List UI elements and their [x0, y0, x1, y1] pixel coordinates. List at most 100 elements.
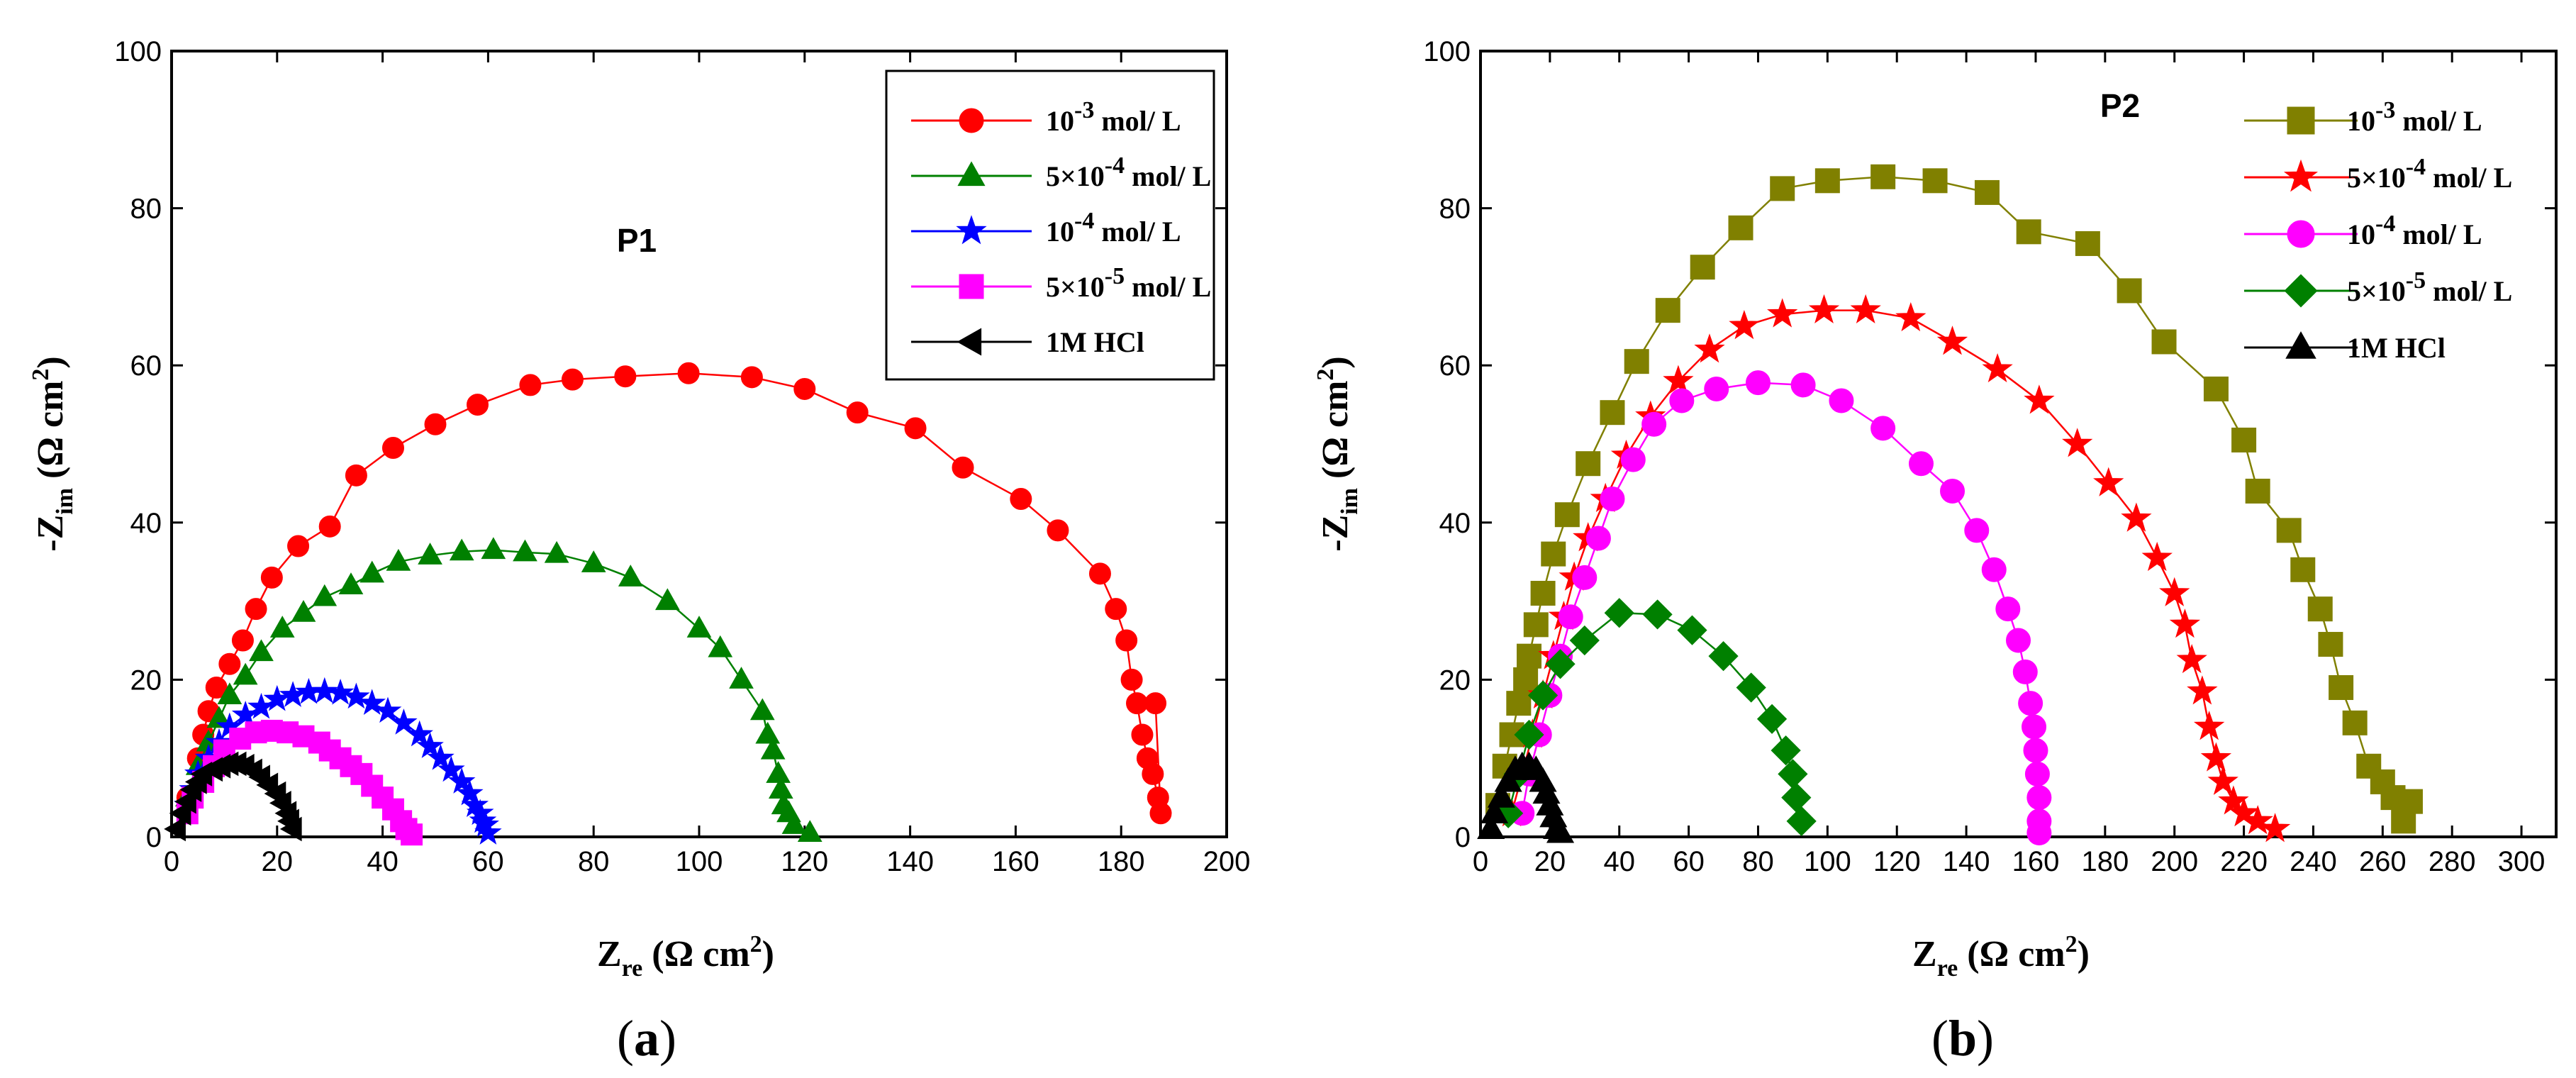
data-point	[2159, 577, 2190, 606]
data-point	[1120, 668, 1143, 691]
data-point	[279, 816, 302, 842]
data-point	[1677, 615, 1707, 645]
data-point	[249, 639, 274, 662]
data-point	[2151, 329, 2177, 355]
data-point	[513, 539, 537, 562]
x-tick-label: 140	[1943, 846, 1990, 877]
data-point	[1585, 526, 1611, 551]
x-tick-label: 20	[262, 846, 294, 877]
data-point	[260, 566, 283, 589]
data-point	[1729, 309, 1760, 340]
x-tick-label: 60	[1673, 846, 1705, 877]
legend-label: 1M HCl	[2347, 332, 2446, 364]
series-2	[1510, 370, 2052, 845]
data-point	[390, 709, 418, 735]
legend-label: 10-4 mol/ L	[1046, 208, 1181, 248]
x-tick-label: 180	[2081, 846, 2129, 877]
series-3	[1493, 598, 1817, 836]
data-point	[1790, 372, 1816, 398]
data-point	[1870, 164, 1896, 189]
data-point	[793, 377, 816, 400]
data-point	[2024, 384, 2055, 414]
y-tick-label: 60	[1439, 350, 1471, 382]
data-point	[418, 543, 442, 565]
data-point	[1771, 735, 1801, 766]
y-axis-label: -Zim (Ω cm2)	[28, 356, 78, 551]
legend-marker	[959, 274, 984, 299]
data-point	[1600, 400, 1625, 426]
data-point	[846, 401, 869, 424]
legend-label: 10-3 mol/ L	[1046, 97, 1181, 137]
data-point	[1477, 814, 1505, 840]
panel-caption: (b)	[1931, 1010, 1994, 1067]
data-point	[1624, 349, 1649, 374]
legend-marker	[957, 161, 986, 187]
data-point	[374, 696, 402, 723]
y-tick-label: 20	[1439, 665, 1471, 696]
data-point	[2187, 675, 2218, 705]
data-point	[1728, 215, 1753, 240]
data-point	[386, 548, 411, 571]
data-point	[740, 366, 763, 389]
data-point	[2276, 518, 2302, 543]
data-point	[2228, 796, 2260, 827]
x-tick-label: 40	[367, 846, 398, 877]
data-point	[1600, 487, 1625, 512]
data-point	[233, 662, 258, 685]
data-point	[1487, 783, 1515, 808]
legend-marker	[956, 215, 987, 245]
x-tick-label: 280	[2429, 846, 2476, 877]
y-tick-label: 80	[130, 194, 162, 225]
legend-label: 10-4 mol/ L	[2347, 211, 2482, 250]
data-point	[2169, 609, 2201, 638]
data-point	[519, 374, 542, 396]
data-point	[2207, 765, 2238, 795]
data-point	[231, 629, 254, 652]
data-point	[2117, 278, 2142, 304]
data-point	[2242, 805, 2273, 835]
data-point	[2218, 785, 2249, 815]
legend-label: 5×10-5 mol/ L	[1046, 263, 1211, 303]
data-point	[1655, 298, 1680, 323]
data-point	[1620, 447, 1646, 472]
x-tick-label: 40	[1603, 846, 1635, 877]
legend-marker	[959, 108, 984, 133]
data-point	[247, 692, 275, 719]
data-point	[1895, 301, 1927, 332]
caption-paren: )	[1977, 1010, 1994, 1067]
data-point	[781, 812, 807, 834]
x-tick-label: 100	[1804, 846, 1851, 877]
series-4	[1477, 751, 1575, 843]
x-tick-label: 260	[2359, 846, 2407, 877]
x-tick-label: 0	[1473, 846, 1488, 877]
data-point	[269, 616, 295, 638]
data-point	[1936, 326, 1968, 355]
x-tick-label: 80	[1742, 846, 1774, 877]
data-point	[1870, 416, 1896, 441]
data-point	[2141, 541, 2173, 572]
data-point	[2193, 711, 2225, 740]
data-point	[447, 767, 476, 794]
caption-paren: )	[659, 1010, 676, 1067]
data-point	[581, 550, 606, 572]
data-point	[755, 721, 781, 744]
x-tick-label: 120	[781, 846, 828, 877]
data-point	[1569, 625, 1600, 656]
data-point	[1704, 376, 1729, 401]
data-point	[1694, 333, 1725, 363]
legend-label: 10-3 mol/ L	[2347, 97, 2482, 137]
data-point	[449, 538, 474, 561]
data-point	[1604, 598, 1634, 628]
y-tick-label: 0	[146, 822, 162, 853]
data-point	[1850, 294, 1881, 324]
series-line	[1521, 382, 2041, 833]
series-1	[1496, 294, 2291, 843]
data-point	[2329, 674, 2354, 700]
data-point	[766, 761, 791, 783]
data-point	[1517, 643, 1542, 669]
data-point	[406, 720, 433, 747]
data-point	[1995, 596, 2021, 622]
data-point	[1115, 629, 1138, 652]
panel-a: 0 20 40 60 80 100 120 140 160 180 200 0 20 40 60 80 100 1…	[28, 36, 1250, 1067]
data-point	[1663, 365, 1694, 394]
